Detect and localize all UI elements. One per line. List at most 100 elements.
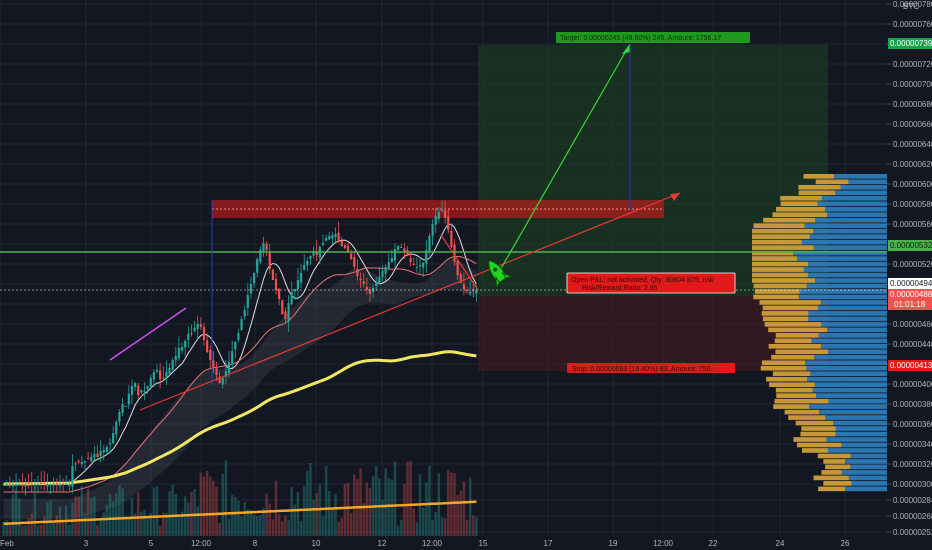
candle-body: [206, 340, 209, 352]
volume-bar: [93, 496, 96, 536]
vp-up-bar: [804, 223, 887, 229]
volume-bar: [24, 525, 27, 536]
vp-down-bar: [759, 300, 821, 305]
vp-up-bar: [806, 365, 887, 371]
red-trend-arrowhead: [670, 193, 680, 201]
volume-bar: [199, 472, 203, 536]
candle-body: [171, 360, 174, 370]
vp-up-bar: [821, 322, 887, 327]
candle-body: [83, 461, 87, 463]
volume-bar: [99, 520, 102, 536]
volume-bar: [55, 515, 59, 536]
candle-body: [212, 360, 215, 368]
candle-body: [137, 385, 140, 395]
stop-label[interactable]: Stop: 0.00000083 (16.40%) 83, Amount: 75…: [567, 363, 735, 373]
vp-down-bar: [823, 481, 852, 486]
candle-body: [350, 253, 353, 259]
y-tick-label: 0.00000760: [893, 20, 932, 29]
vp-up-bar: [828, 398, 887, 404]
candle-body: [256, 259, 259, 273]
target-label-text: Target: 0.00000245 (49.60%) 245, Amount:…: [560, 35, 721, 42]
vp-up-bar: [814, 278, 887, 283]
candle-body: [209, 349, 212, 360]
x-tick-label: 12:00: [653, 539, 674, 548]
candle-body: [80, 462, 83, 465]
candle-body: [412, 264, 415, 266]
candle-body: [353, 257, 356, 267]
vp-up-bar: [813, 245, 887, 250]
candle-body: [5, 484, 8, 485]
y-tick-label: 0.00000780: [893, 0, 932, 9]
volume-bar: [168, 491, 171, 536]
candle-body: [271, 269, 274, 280]
current-price-tag: 0.00000494: [888, 278, 932, 289]
vp-down-bar: [775, 349, 829, 355]
candle-body: [46, 484, 49, 487]
entry-price-tag: 0.00000488 01:01:18: [888, 289, 932, 310]
open-pnl-label[interactable]: Open P&L: not activated, Qty: 30604.875,…: [566, 272, 736, 294]
y-tick-label: 0.00000680: [893, 100, 932, 109]
volume-bar: [202, 476, 206, 536]
x-tick-label: 17: [544, 539, 553, 548]
volume-bar: [74, 496, 77, 536]
vp-down-bar: [768, 343, 821, 349]
vp-up-bar: [818, 409, 887, 415]
vp-down-bar: [771, 354, 815, 360]
y-tick-label: 0.00000600: [893, 180, 932, 189]
candle-body: [365, 286, 368, 290]
vp-down-bar: [753, 223, 805, 229]
x-tick-label: 15: [479, 539, 488, 548]
candle-body: [453, 244, 456, 262]
time-axis[interactable]: Feb 3 5 12:00 8 10 12 12:00 15 17 19 12:00 22 24 26: [0, 536, 932, 550]
volume-bar: [443, 518, 447, 536]
volume-profile: [752, 174, 887, 492]
candle-body: [74, 463, 77, 465]
volume-bar: [459, 490, 463, 536]
vp-down-bar: [754, 289, 800, 294]
volume-bar: [80, 486, 84, 536]
target-label[interactable]: Target: 0.00000245 (49.60%) 245, Amount:…: [556, 32, 750, 43]
volume-bar: [86, 488, 90, 536]
vp-up-bar: [835, 190, 887, 196]
candle-body: [465, 289, 469, 291]
y-tick-label: 0.00000700: [893, 80, 932, 89]
vp-down-bar: [775, 333, 819, 338]
volume-bar: [136, 492, 140, 536]
volume-bar: [121, 488, 124, 536]
candle-body: [281, 300, 284, 314]
vp-down-bar: [766, 376, 808, 382]
volume-bar: [205, 470, 209, 536]
candle-body: [112, 433, 115, 444]
x-tick-label: 19: [609, 539, 618, 548]
candle-body: [30, 483, 33, 485]
vp-up-bar: [814, 354, 887, 360]
candle-body: [249, 284, 253, 294]
volume-bar: [171, 484, 174, 536]
vp-up-bar: [811, 338, 887, 344]
candle-body: [193, 328, 196, 332]
vp-up-bar: [841, 442, 887, 448]
volume-bar: [187, 502, 190, 536]
candle-body: [390, 258, 393, 263]
price-axis[interactable]: 0.000007800.000007600.000007400.00000720…: [887, 0, 932, 550]
vp-down-bar: [823, 459, 846, 464]
volume-bar: [162, 512, 165, 536]
vp-down-bar: [780, 195, 822, 201]
volume-bar: [252, 515, 256, 536]
volume-bar: [155, 486, 159, 536]
candle-body: [155, 370, 159, 372]
vp-down-bar: [776, 206, 826, 212]
candle-body: [337, 232, 340, 242]
vp-up-bar: [840, 184, 887, 190]
vp-down-bar: [752, 256, 798, 261]
annotations: [0, 43, 887, 411]
candle-body: [43, 483, 46, 485]
x-tick-label: 3: [84, 539, 89, 548]
x-tick-label: 10: [312, 539, 321, 548]
sma-yellow-line: [3, 350, 477, 486]
candle-body: [105, 447, 109, 452]
vp-down-bar: [788, 415, 826, 420]
vp-down-bar: [818, 486, 846, 492]
candle-body: [434, 216, 437, 225]
